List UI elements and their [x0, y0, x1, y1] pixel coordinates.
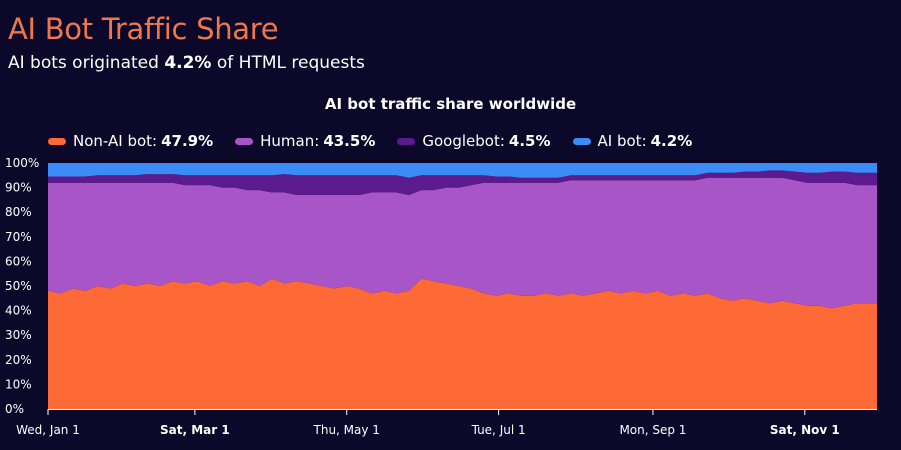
legend-item-human[interactable]: Human:43.5% — [235, 132, 375, 150]
page-subtitle: AI bots originated 4.2% of HTML requests — [8, 53, 365, 73]
x-tick-label: Wed, Jan 1 — [16, 423, 80, 437]
x-tick-label: Tue, Jul 1 — [471, 423, 526, 437]
page-title: AI Bot Traffic Share — [8, 12, 279, 46]
y-tick-label: 20% — [5, 353, 32, 367]
area-non-ai-bot[interactable] — [48, 278, 877, 409]
legend-swatch-ai-bot — [572, 137, 591, 145]
x-axis: Wed, Jan 1 Sat, Mar 1 Thu, May 1 Tue, Jul 1… — [16, 409, 877, 437]
area-ai-bot[interactable] — [48, 163, 877, 178]
legend-value-ai-bot: 4.2% — [650, 132, 693, 150]
legend-label-non-ai-bot: Non-AI bot — [73, 132, 153, 150]
y-tick-label: 60% — [5, 254, 32, 268]
x-tick-label: Mon, Sep 1 — [619, 423, 686, 437]
area-human[interactable] — [48, 177, 877, 309]
y-tick-label: 80% — [5, 205, 32, 219]
legend-value-googlebot: 4.5% — [508, 132, 551, 150]
y-tick-label: 40% — [5, 304, 32, 318]
x-tick-label: Thu, May 1 — [313, 423, 380, 437]
x-tick-label: Sat, Mar 1 — [160, 423, 230, 437]
subtitle-prefix: AI bots originated — [8, 53, 165, 73]
chart-title: AI bot traffic share worldwide — [324, 95, 577, 113]
legend-label-ai-bot: AI bot — [597, 132, 642, 150]
legend-swatch-non-ai-bot — [48, 137, 66, 145]
x-tick-label: Sat, Nov 1 — [770, 423, 840, 437]
y-axis: 0% 10% 20% 30% 40% 50% 60% 70% 80% 90% 100% — [5, 156, 39, 416]
chart-legend: Non-AI bot:47.9% Human:43.5% Googlebot:4… — [48, 132, 692, 150]
legend-label-human: Human — [260, 132, 315, 150]
legend-swatch-googlebot — [397, 137, 416, 145]
legend-label-googlebot: Googlebot — [422, 132, 500, 150]
y-tick-label: 100% — [5, 156, 39, 170]
legend-value-human: 43.5% — [323, 132, 376, 150]
y-tick-label: 50% — [5, 279, 32, 293]
legend-swatch-human — [235, 137, 254, 145]
legend-item-non-ai-bot[interactable]: Non-AI bot:47.9% — [48, 132, 213, 150]
area-googlebot[interactable] — [48, 170, 877, 195]
legend-item-googlebot[interactable]: Googlebot:4.5% — [397, 132, 551, 150]
y-tick-label: 30% — [5, 328, 32, 342]
y-tick-label: 90% — [5, 181, 32, 195]
y-tick-label: 10% — [5, 377, 32, 391]
stacked-area-chart: 0% 10% 20% 30% 40% 50% 60% 70% 80% 90% 100% Wed, J… — [5, 156, 877, 437]
subtitle-suffix: of HTML requests — [211, 53, 365, 73]
y-tick-label: 0% — [5, 402, 24, 416]
legend-item-ai-bot[interactable]: AI bot:4.2% — [572, 132, 693, 150]
legend-value-non-ai-bot: 47.9% — [161, 132, 214, 150]
subtitle-value: 4.2% — [164, 53, 212, 73]
area-layer — [48, 163, 877, 409]
y-tick-label: 70% — [5, 230, 32, 244]
